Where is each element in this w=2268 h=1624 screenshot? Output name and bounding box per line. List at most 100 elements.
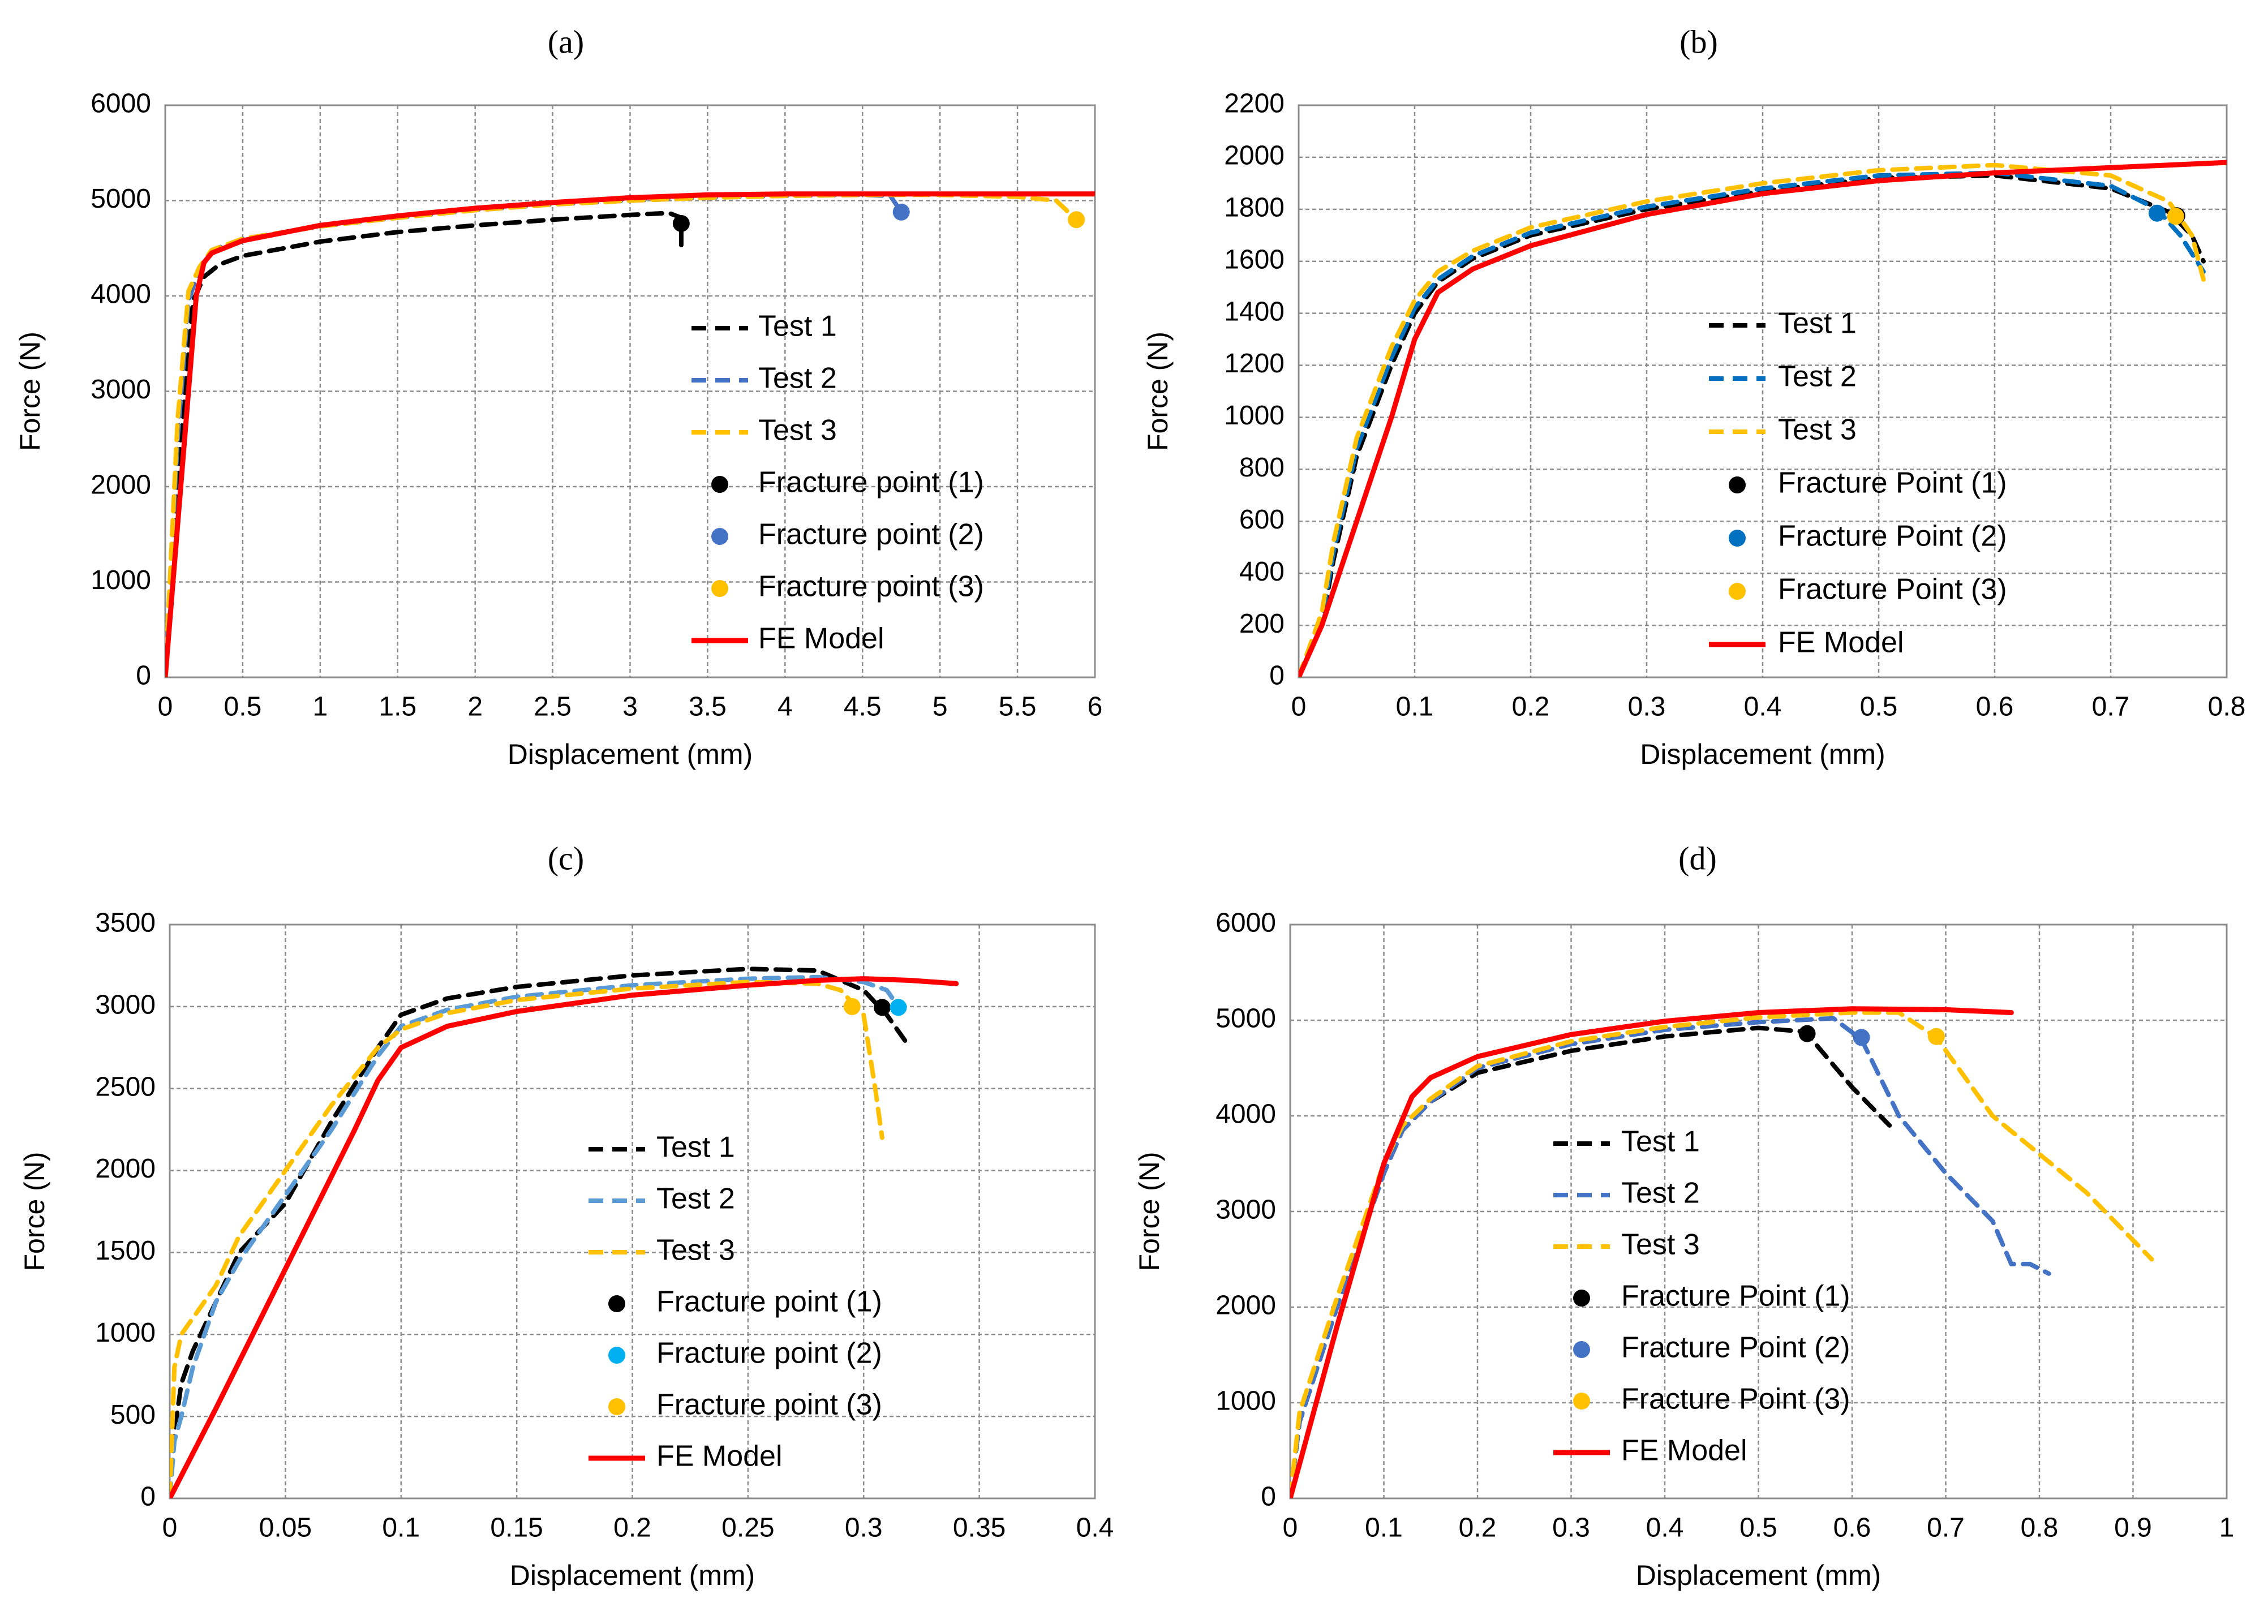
legend-item: Fracture Point (3) (1573, 1383, 1850, 1416)
x-tick-label: 0.4 (1076, 1513, 1114, 1543)
fracture-point-marker (1798, 1025, 1816, 1042)
legend-item: Test 1 (1553, 1125, 1700, 1158)
legend-item: Test 3 (589, 1234, 735, 1267)
legend-label: Fracture Point (1) (1778, 467, 2007, 500)
legend-item: Test 2 (589, 1183, 735, 1215)
legend-marker (1573, 1341, 1590, 1358)
x-tick-label: 2.5 (534, 692, 572, 722)
legend-label: Fracture Point (2) (1621, 1331, 1850, 1364)
series-line-test-3 (165, 192, 1079, 677)
legend-marker (1729, 476, 1746, 493)
x-tick-label: 1.5 (379, 692, 416, 722)
panel-label: (c) (548, 840, 584, 877)
y-axis-title: Force (N) (19, 1152, 50, 1271)
x-tick-label: 3 (622, 692, 638, 722)
x-tick-label: 3.5 (689, 692, 727, 722)
y-tick-label: 0 (140, 1482, 156, 1512)
legend-label: Test 1 (1621, 1125, 1700, 1158)
series-layer (1299, 160, 2227, 677)
fracture-point-marker (2149, 204, 2166, 222)
y-axis-title: Force (N) (14, 332, 46, 451)
x-axis-title: Displacement (mm) (1640, 738, 1885, 770)
legend-label: Fracture Point (3) (1621, 1383, 1850, 1416)
fracture-point-marker (1068, 211, 1085, 229)
y-tick-label: 2000 (91, 470, 151, 500)
legend-item: Fracture point (3) (608, 1389, 882, 1421)
x-tick-label: 0.6 (1976, 692, 2014, 722)
legend-label: FE Model (1621, 1434, 1747, 1467)
y-tick-label: 4000 (91, 280, 151, 310)
series-layer (1290, 1006, 2154, 1498)
y-tick-label: 3500 (95, 908, 156, 938)
legend-label: Fracture Point (1) (1621, 1280, 1850, 1313)
x-tick-label: 5 (933, 692, 948, 722)
panel-label: (b) (1679, 23, 1718, 60)
y-tick-label: 400 (1239, 557, 1285, 587)
series-line-fe-model (1299, 160, 2227, 677)
legend-marker (711, 476, 728, 493)
legend-item: Test 2 (1553, 1177, 1700, 1210)
x-tick-label: 0.8 (2208, 692, 2246, 722)
x-tick-label: 2 (467, 692, 483, 722)
legend-label: FE Model (656, 1440, 783, 1473)
x-tick-label: 1 (2219, 1513, 2235, 1543)
plot-area-frame (164, 104, 1096, 678)
fracture-point-marker (1853, 1029, 1870, 1046)
fracture-point-marker (843, 998, 861, 1015)
y-tick-label: 2000 (95, 1154, 156, 1184)
y-tick-label: 1500 (95, 1236, 156, 1266)
plot-area-frame (1289, 923, 2228, 1500)
legend-label: Test 3 (656, 1234, 735, 1267)
legend-label: Test 3 (1621, 1228, 1700, 1261)
x-tick-label: 0.5 (1860, 692, 1898, 722)
chart-panel-d: (d) 0 0.1 0.2 0.3 0.4 0.5 0.6 0.7 0.8 0.9 1 0 1000 200… (1133, 840, 2234, 1591)
y-tick-label: 1000 (91, 565, 151, 595)
legend-label: Fracture point (1) (758, 466, 984, 499)
legend-label: Fracture point (3) (758, 570, 984, 603)
legend-item: Test 1 (691, 310, 837, 343)
chart-panel-a: (a) 0 0.5 1 1.5 2 2.5 3 3.5 4 4.5 5 5.5 6 0 1000 2000 300… (14, 23, 1102, 770)
legend-label: Fracture point (2) (758, 518, 984, 551)
plot-area-frame (1298, 104, 2228, 678)
x-tick-label: 5.5 (999, 692, 1037, 722)
x-tick-label: 4 (778, 692, 793, 722)
legend-label: Fracture point (1) (656, 1286, 882, 1318)
x-tick-label: 0.3 (1552, 1513, 1590, 1543)
legend: Test 1 Test 2 Test 3 Fracture point (1) Frac… (589, 1131, 882, 1473)
legend-label: Test 3 (1778, 414, 1857, 446)
legend-marker (1573, 1393, 1590, 1410)
y-tick-label: 0 (1261, 1482, 1276, 1512)
legend-marker (608, 1295, 625, 1312)
legend: Test 1 Test 2 Test 3 Fracture Point (1) Frac… (1553, 1125, 1850, 1467)
y-tick-label: 500 (110, 1400, 156, 1430)
legend-label: Test 1 (1778, 307, 1857, 340)
x-tick-label: 0.5 (1739, 1513, 1777, 1543)
fracture-point-marker (672, 214, 690, 232)
x-tick-label: 0.1 (1365, 1513, 1403, 1543)
y-tick-label: 2000 (1215, 1291, 1276, 1321)
x-tick-label: 0.35 (953, 1513, 1006, 1543)
legend-label: Test 2 (1621, 1177, 1700, 1210)
legend-marker (711, 580, 728, 597)
x-tick-label: 1 (312, 692, 328, 722)
legend-marker (608, 1398, 625, 1415)
y-tick-label: 1000 (1224, 401, 1285, 431)
x-tick-label: 0.1 (1396, 692, 1434, 722)
series-line-fe-model (1290, 1006, 2014, 1498)
series-line-fe-model (170, 976, 959, 1498)
legend-label: Fracture point (2) (656, 1337, 882, 1370)
legend-item: Fracture Point (1) (1573, 1280, 1850, 1313)
y-tick-label: 0 (1269, 661, 1285, 691)
legend-marker (1729, 583, 1746, 600)
legend-marker (608, 1347, 625, 1364)
legend: Test 1 Test 2 Test 3 Fracture Point (1) Frac… (1709, 307, 2007, 659)
x-tick-label: 0.3 (1628, 692, 1666, 722)
x-tick-label: 0 (162, 1513, 178, 1543)
legend-label: Fracture Point (3) (1778, 573, 2007, 606)
legend: Test 1 Test 2 Test 3 Fracture point (1) Frac… (691, 310, 984, 655)
legend-item: Test 3 (1709, 414, 1857, 446)
x-tick-label: 0.4 (1646, 1513, 1684, 1543)
legend-item: FE Model (1709, 626, 1904, 659)
x-tick-label: 0.5 (224, 692, 262, 722)
y-tick-label: 2200 (1224, 89, 1285, 119)
